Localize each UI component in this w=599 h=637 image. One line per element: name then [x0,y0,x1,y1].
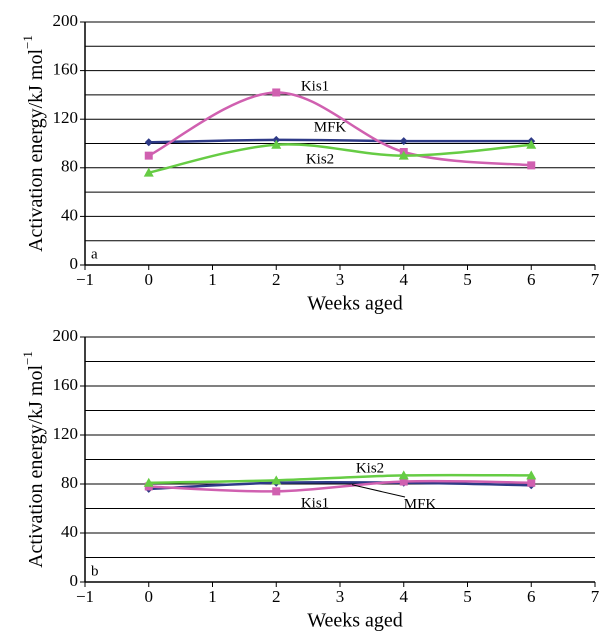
leader-line [351,484,406,498]
y-axis-title-main: Activation energy/kJ mol [25,49,47,252]
series-label: Kis2 [356,460,384,476]
y-tick-label: 80 [61,157,78,176]
y-tick-label: 120 [53,108,79,127]
series-line [148,479,532,493]
marker [526,139,537,149]
x-tick-label: 4 [400,587,409,606]
y-axis-title-sup: −1 [20,351,35,365]
y-axis-title: Activation energy/kJ mol−1 [20,351,47,568]
series-label: Kis1 [301,78,329,94]
marker [143,167,154,177]
marker [399,477,408,486]
marker [526,470,537,480]
y-tick-label: 120 [53,424,79,443]
x-tick-label: 3 [336,587,345,606]
x-tick-label: 6 [527,587,536,606]
series-line [148,91,532,167]
x-tick-label: 0 [145,587,154,606]
x-tick-label: 5 [463,587,472,606]
series-label: MFK [314,119,347,135]
marker [144,138,153,147]
x-tick-label: 4 [400,270,409,289]
x-tick-label: −1 [76,270,94,289]
marker [271,475,282,485]
x-axis-title: Weeks aged [307,610,403,632]
x-axis-title: Weeks aged [307,293,403,315]
x-tick-label: 7 [591,587,599,606]
x-tick-label: 2 [272,270,281,289]
x-tick-label: 1 [208,270,217,289]
panel-label: a [91,246,98,262]
marker [271,139,282,149]
y-tick-label: 160 [53,375,79,394]
x-tick-label: 7 [591,270,599,289]
y-tick-label: 40 [61,205,78,224]
y-axis-title: Activation energy/kJ mol−1 [20,35,47,252]
y-tick-label: 200 [53,11,79,30]
x-tick-label: 1 [208,587,217,606]
x-tick-label: 2 [272,587,281,606]
series-label: Kis2 [306,151,334,167]
marker [272,88,281,97]
x-tick-label: 6 [527,270,536,289]
marker [398,150,409,160]
series-line [148,143,532,174]
y-axis-title-sup: −1 [20,35,35,49]
series-line [148,480,532,491]
marker [398,470,409,480]
x-tick-label: −1 [76,587,94,606]
series-line [148,473,532,485]
x-tick-label: 5 [463,270,472,289]
y-tick-label: 80 [61,473,78,492]
y-tick-label: 200 [53,326,79,345]
y-axis-title-main: Activation energy/kJ mol [25,365,47,568]
y-tick-label: 0 [70,571,79,590]
series-line [148,138,532,144]
series-label: Kis1 [301,495,329,511]
marker [399,137,408,146]
marker [144,151,153,160]
marker [527,478,536,487]
y-tick-label: 0 [70,254,79,273]
x-tick-label: 0 [145,270,154,289]
series-label: MFK [404,496,437,512]
y-tick-label: 40 [61,522,78,541]
marker [527,161,536,170]
marker [272,487,281,496]
y-tick-label: 160 [53,60,79,79]
panel-label: b [91,563,99,579]
x-tick-label: 3 [336,270,345,289]
marker [143,477,154,487]
